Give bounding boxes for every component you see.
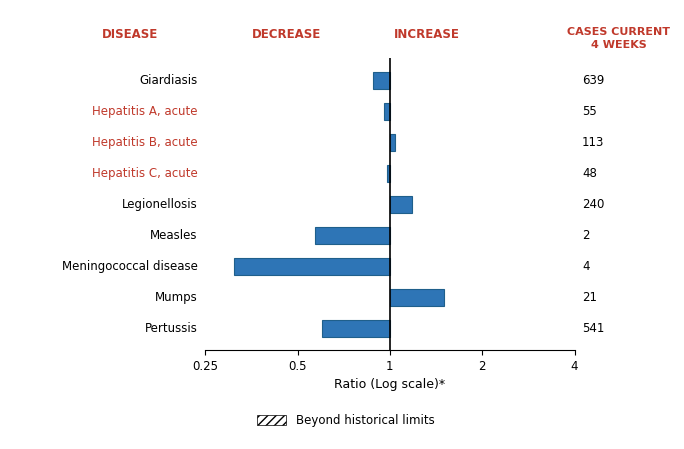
- Text: Pertussis: Pertussis: [145, 322, 198, 335]
- Text: DISEASE: DISEASE: [102, 28, 158, 41]
- Bar: [234, 258, 390, 275]
- Text: 240: 240: [582, 198, 605, 211]
- Text: Measles: Measles: [150, 229, 198, 242]
- Bar: [387, 165, 390, 182]
- Text: INCREASE: INCREASE: [394, 28, 460, 41]
- Text: 55: 55: [582, 105, 596, 118]
- Text: Hepatitis C, acute: Hepatitis C, acute: [92, 167, 198, 180]
- Text: 2: 2: [582, 229, 590, 242]
- Text: Meningococcal disease: Meningococcal disease: [62, 260, 198, 273]
- Text: 21: 21: [582, 291, 597, 304]
- Bar: [390, 289, 444, 306]
- Text: 4: 4: [582, 260, 590, 273]
- Legend: Beyond historical limits: Beyond historical limits: [252, 409, 439, 432]
- Text: DECREASE: DECREASE: [252, 28, 321, 41]
- Bar: [390, 134, 395, 151]
- Text: Legionellosis: Legionellosis: [122, 198, 198, 211]
- Text: CASES CURRENT
4 WEEKS: CASES CURRENT 4 WEEKS: [568, 27, 670, 50]
- Text: 113: 113: [582, 136, 605, 149]
- Bar: [384, 103, 390, 120]
- Text: Mumps: Mumps: [155, 291, 198, 304]
- X-axis label: Ratio (Log scale)*: Ratio (Log scale)*: [334, 379, 445, 392]
- Text: 639: 639: [582, 74, 605, 87]
- Bar: [322, 320, 390, 337]
- Bar: [315, 227, 390, 244]
- Text: 48: 48: [582, 167, 597, 180]
- Text: Hepatitis B, acute: Hepatitis B, acute: [92, 136, 198, 149]
- Bar: [373, 71, 390, 88]
- Bar: [390, 196, 412, 213]
- Text: Hepatitis A, acute: Hepatitis A, acute: [92, 105, 198, 118]
- Text: 541: 541: [582, 322, 605, 335]
- Text: Giardiasis: Giardiasis: [140, 74, 198, 87]
